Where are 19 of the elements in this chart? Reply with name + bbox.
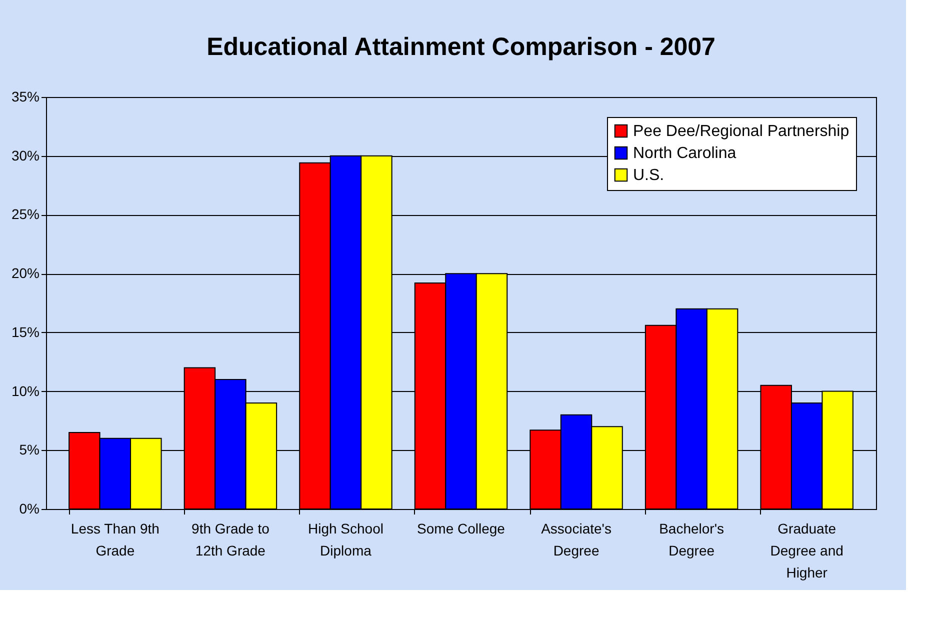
y-tick-label: 15% [11,324,40,340]
y-tick-label: 0% [19,500,40,516]
chart-title: Educational Attainment Comparison - 2007 [206,33,716,61]
x-tick-label: Associate's Degree [541,520,612,558]
y-tick-label: 25% [11,206,40,222]
x-tick-label: 9th Grade to 12th Grade [192,520,270,558]
legend-label: U.S. [633,167,664,184]
x-tick-label: High School Diploma [308,520,384,558]
x-tick-label: Graduate Degree and Higher [770,520,844,580]
y-tick-label: 30% [11,147,40,164]
legend-label: North Carolina [633,145,736,162]
x-tick-label: Bachelor's Degree [659,520,724,558]
y-tick-label: 20% [11,265,40,282]
legend-label: Pee Dee/Regional Partnership [633,123,850,140]
x-tick-label: Some College [417,520,506,536]
y-tick-label: 10% [11,382,40,399]
y-tick-label: 35% [11,88,40,104]
y-tick-label: 5% [19,442,40,458]
x-tick-label: Less Than 9th Grade [70,520,160,558]
